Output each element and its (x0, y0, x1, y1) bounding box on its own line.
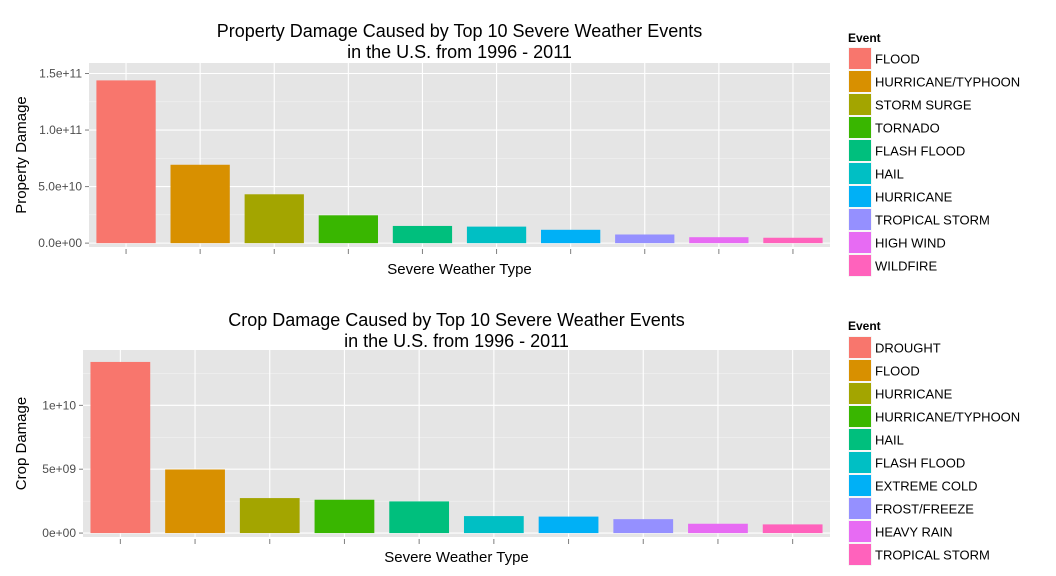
legend-label: DROUGHT (875, 341, 941, 356)
legend-label: TORNADO (875, 121, 940, 136)
legend-title: Event (848, 31, 881, 45)
legend-swatch (849, 255, 871, 276)
legend-swatch (849, 475, 871, 496)
bar-hurricane-typhoon (170, 164, 230, 244)
chart-subtitle: in the U.S. from 1996 - 2011 (347, 42, 572, 62)
y-tick-label: 1e+10 (42, 398, 76, 412)
bar-wildfire (763, 237, 823, 244)
legend-swatch (849, 48, 871, 69)
legend-label: HEAVY RAIN (875, 525, 953, 540)
legend-swatch (849, 406, 871, 427)
y-tick-label: 1.5e+11 (39, 66, 82, 80)
legend-label: FLOOD (875, 364, 920, 379)
chart-panel-2: Crop Damage Caused by Top 10 Severe Weat… (13, 310, 1020, 567)
legend-label: WILDFIRE (875, 259, 937, 274)
legend-swatch (849, 498, 871, 519)
legend-swatch (849, 383, 871, 404)
bar-hurricane (239, 498, 300, 534)
legend-swatch (849, 94, 871, 115)
y-tick-label: 1.0e+11 (39, 123, 82, 137)
legend: Event FLOOD HURRICANE/TYPHOON STORM SURGE TO… (847, 31, 1020, 278)
bar-heavy-rain (688, 523, 748, 534)
legend-swatch (849, 337, 871, 358)
bar-hurricane-typhoon (314, 499, 375, 534)
chart-title: Property Damage Caused by Top 10 Severe … (217, 21, 703, 41)
legend-label: HURRICANE/TYPHOON (875, 75, 1020, 90)
bar-tropical-storm (615, 234, 675, 244)
bar-frost-freeze (613, 519, 674, 534)
legend-swatch (849, 521, 871, 542)
y-tick-label: 5e+09 (42, 462, 76, 476)
bar-tornado (318, 215, 378, 244)
legend-swatch (849, 186, 871, 207)
bar-flood (96, 80, 156, 244)
x-axis-title: Severe Weather Type (384, 549, 529, 566)
legend-swatch (849, 163, 871, 184)
bar-hail (389, 501, 450, 534)
legend-swatch (849, 232, 871, 253)
y-tick-label: 0e+00 (42, 526, 76, 540)
legend-label: HURRICANE (875, 387, 953, 402)
legend-label: STORM SURGE (875, 98, 972, 113)
x-axis-title: Severe Weather Type (387, 261, 532, 278)
legend-swatch (849, 360, 871, 381)
legend-label: EXTREME COLD (875, 479, 978, 494)
bar-drought (90, 361, 151, 534)
legend-swatch (849, 544, 871, 565)
legend-title: Event (848, 319, 881, 333)
bar-hurricane (541, 229, 601, 244)
y-tick-label: 0.0e+00 (38, 236, 82, 250)
legend-swatch (849, 71, 871, 92)
bar-flash-flood (392, 225, 453, 244)
legend-swatch (849, 452, 871, 473)
legend-label: FLOOD (875, 52, 920, 67)
y-tick-label: 5.0e+10 (38, 180, 82, 194)
legend-label: FLASH FLOOD (875, 456, 965, 471)
legend-label: HURRICANE/TYPHOON (875, 410, 1020, 425)
bar-tropical-storm (762, 524, 823, 534)
chart-panel-1: Property Damage Caused by Top 10 Severe … (13, 21, 1020, 278)
legend-label: TROPICAL STORM (875, 548, 990, 563)
legend-label: TROPICAL STORM (875, 213, 990, 228)
bar-extreme-cold (538, 516, 599, 534)
legend-label: FROST/FREEZE (875, 502, 974, 517)
bar-flash-flood (463, 516, 524, 534)
bar-high-wind (689, 237, 749, 244)
legend-label: HURRICANE (875, 190, 953, 205)
bar-storm-surge (244, 194, 304, 244)
legend-label: HIGH WIND (875, 236, 946, 251)
legend-swatch (849, 429, 871, 450)
legend-swatch (849, 140, 871, 161)
legend-label: HAIL (875, 167, 904, 182)
legend-label: HAIL (875, 433, 904, 448)
chart-title: Crop Damage Caused by Top 10 Severe Weat… (228, 310, 685, 330)
legend-swatch (849, 209, 871, 230)
bar-hail (466, 226, 527, 244)
chart-subtitle: in the U.S. from 1996 - 2011 (344, 331, 569, 351)
y-axis-title: Crop Damage (13, 397, 30, 490)
legend: Event DROUGHT FLOOD HURRICANE HURRICANE/TYPH… (847, 319, 1020, 567)
legend-swatch (849, 117, 871, 138)
y-axis-title: Property Damage (13, 96, 30, 214)
legend-label: FLASH FLOOD (875, 144, 965, 159)
bar-flood (165, 469, 225, 534)
